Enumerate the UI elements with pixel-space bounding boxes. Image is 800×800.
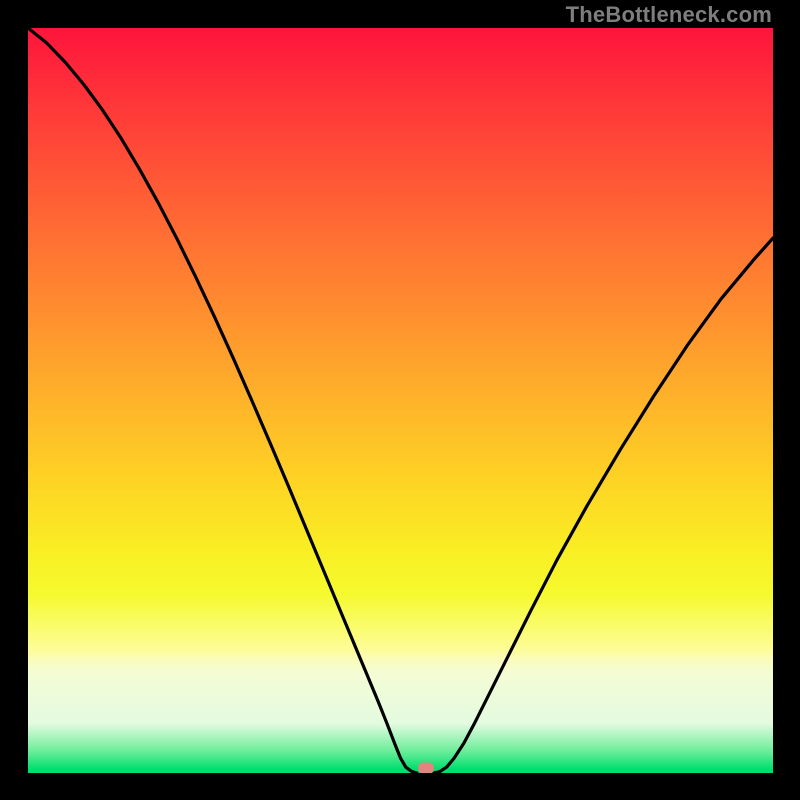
chart-container: TheBottleneck.com [0, 0, 800, 800]
bottleneck-curve [28, 28, 773, 773]
plot-area [28, 28, 773, 773]
minimum-marker [418, 763, 434, 773]
watermark-text: TheBottleneck.com [566, 2, 772, 28]
